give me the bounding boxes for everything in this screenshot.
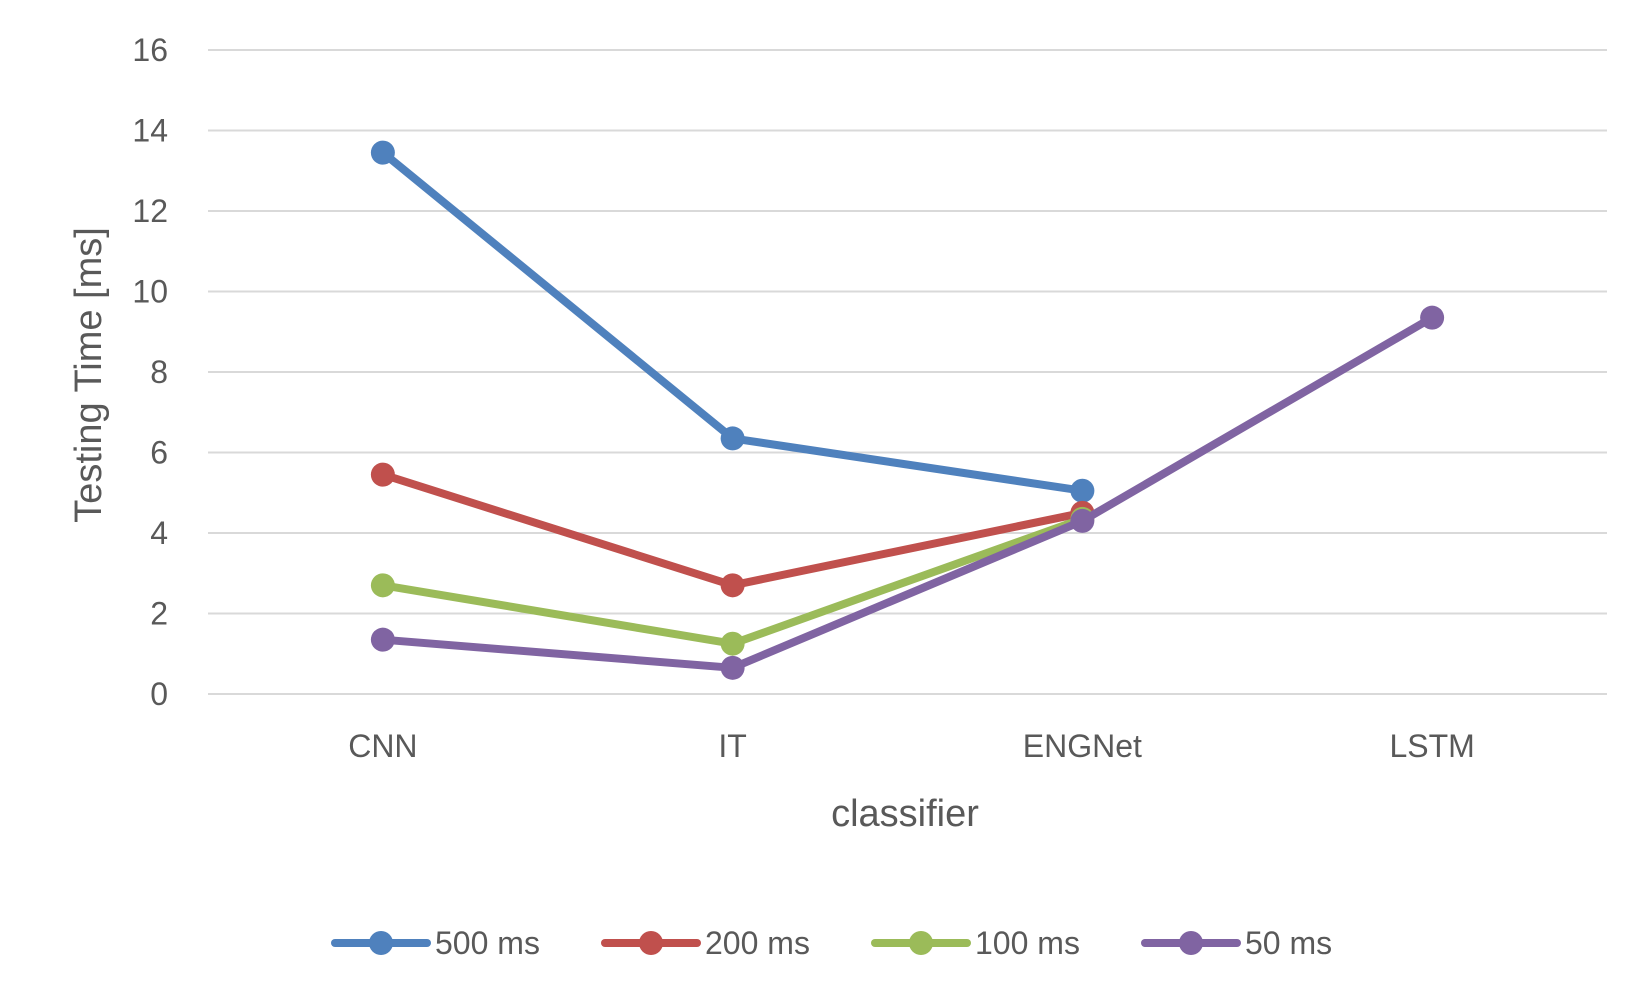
series-layer [370, 140, 1445, 680]
legend-label: 50 ms [1245, 925, 1332, 961]
y-tick-label: 10 [132, 274, 168, 310]
legend-swatch-marker [1179, 931, 1203, 955]
legend-swatch-marker [369, 931, 393, 955]
legend-label: 200 ms [705, 925, 810, 961]
legend-item: 100 ms [871, 925, 1080, 961]
y-axis-title: Testing Time [ms] [68, 227, 110, 523]
data-point [370, 573, 395, 598]
y-tick-label: 12 [132, 193, 168, 229]
series-200-ms [370, 462, 1095, 598]
series-50-ms [370, 305, 1445, 680]
y-axis-ticks: 0 2 4 6 8 10 12 14 16 [132, 32, 168, 712]
y-tick-label: 4 [150, 515, 168, 551]
x-axis-title: classifier [831, 793, 979, 835]
y-tick-label: 16 [132, 32, 168, 68]
x-tick-label: ENGNet [1023, 728, 1142, 764]
series-500-ms [370, 140, 1095, 503]
x-tick-label: LSTM [1389, 728, 1474, 764]
data-point [1420, 305, 1445, 330]
data-point [720, 655, 745, 680]
series-line [378, 313, 1437, 672]
data-point [720, 426, 745, 451]
x-tick-label: IT [718, 728, 746, 764]
data-point [370, 627, 395, 652]
legend-item: 50 ms [1141, 925, 1332, 961]
data-point [720, 573, 745, 598]
x-tick-label: CNN [348, 728, 417, 764]
data-point [720, 631, 745, 656]
legend-item: 500 ms [331, 925, 540, 961]
legend-swatch-marker [639, 931, 663, 955]
data-point [1070, 478, 1095, 503]
legend-item: 200 ms [601, 925, 810, 961]
legend-label: 100 ms [975, 925, 1080, 961]
data-point [370, 462, 395, 487]
legend-label: 500 ms [435, 925, 540, 961]
y-tick-label: 14 [132, 113, 168, 149]
gridlines [208, 49, 1607, 695]
legend-swatch-marker [909, 931, 933, 955]
data-point [370, 140, 395, 165]
y-tick-label: 2 [150, 596, 168, 632]
x-axis-ticks: CNN IT ENGNet LSTM [348, 728, 1475, 764]
legend: 500 ms 200 ms 100 ms 50 ms [331, 925, 1332, 961]
data-point [1070, 508, 1095, 533]
y-tick-label: 8 [150, 354, 168, 390]
y-tick-label: 0 [150, 676, 168, 712]
y-tick-label: 6 [150, 435, 168, 471]
